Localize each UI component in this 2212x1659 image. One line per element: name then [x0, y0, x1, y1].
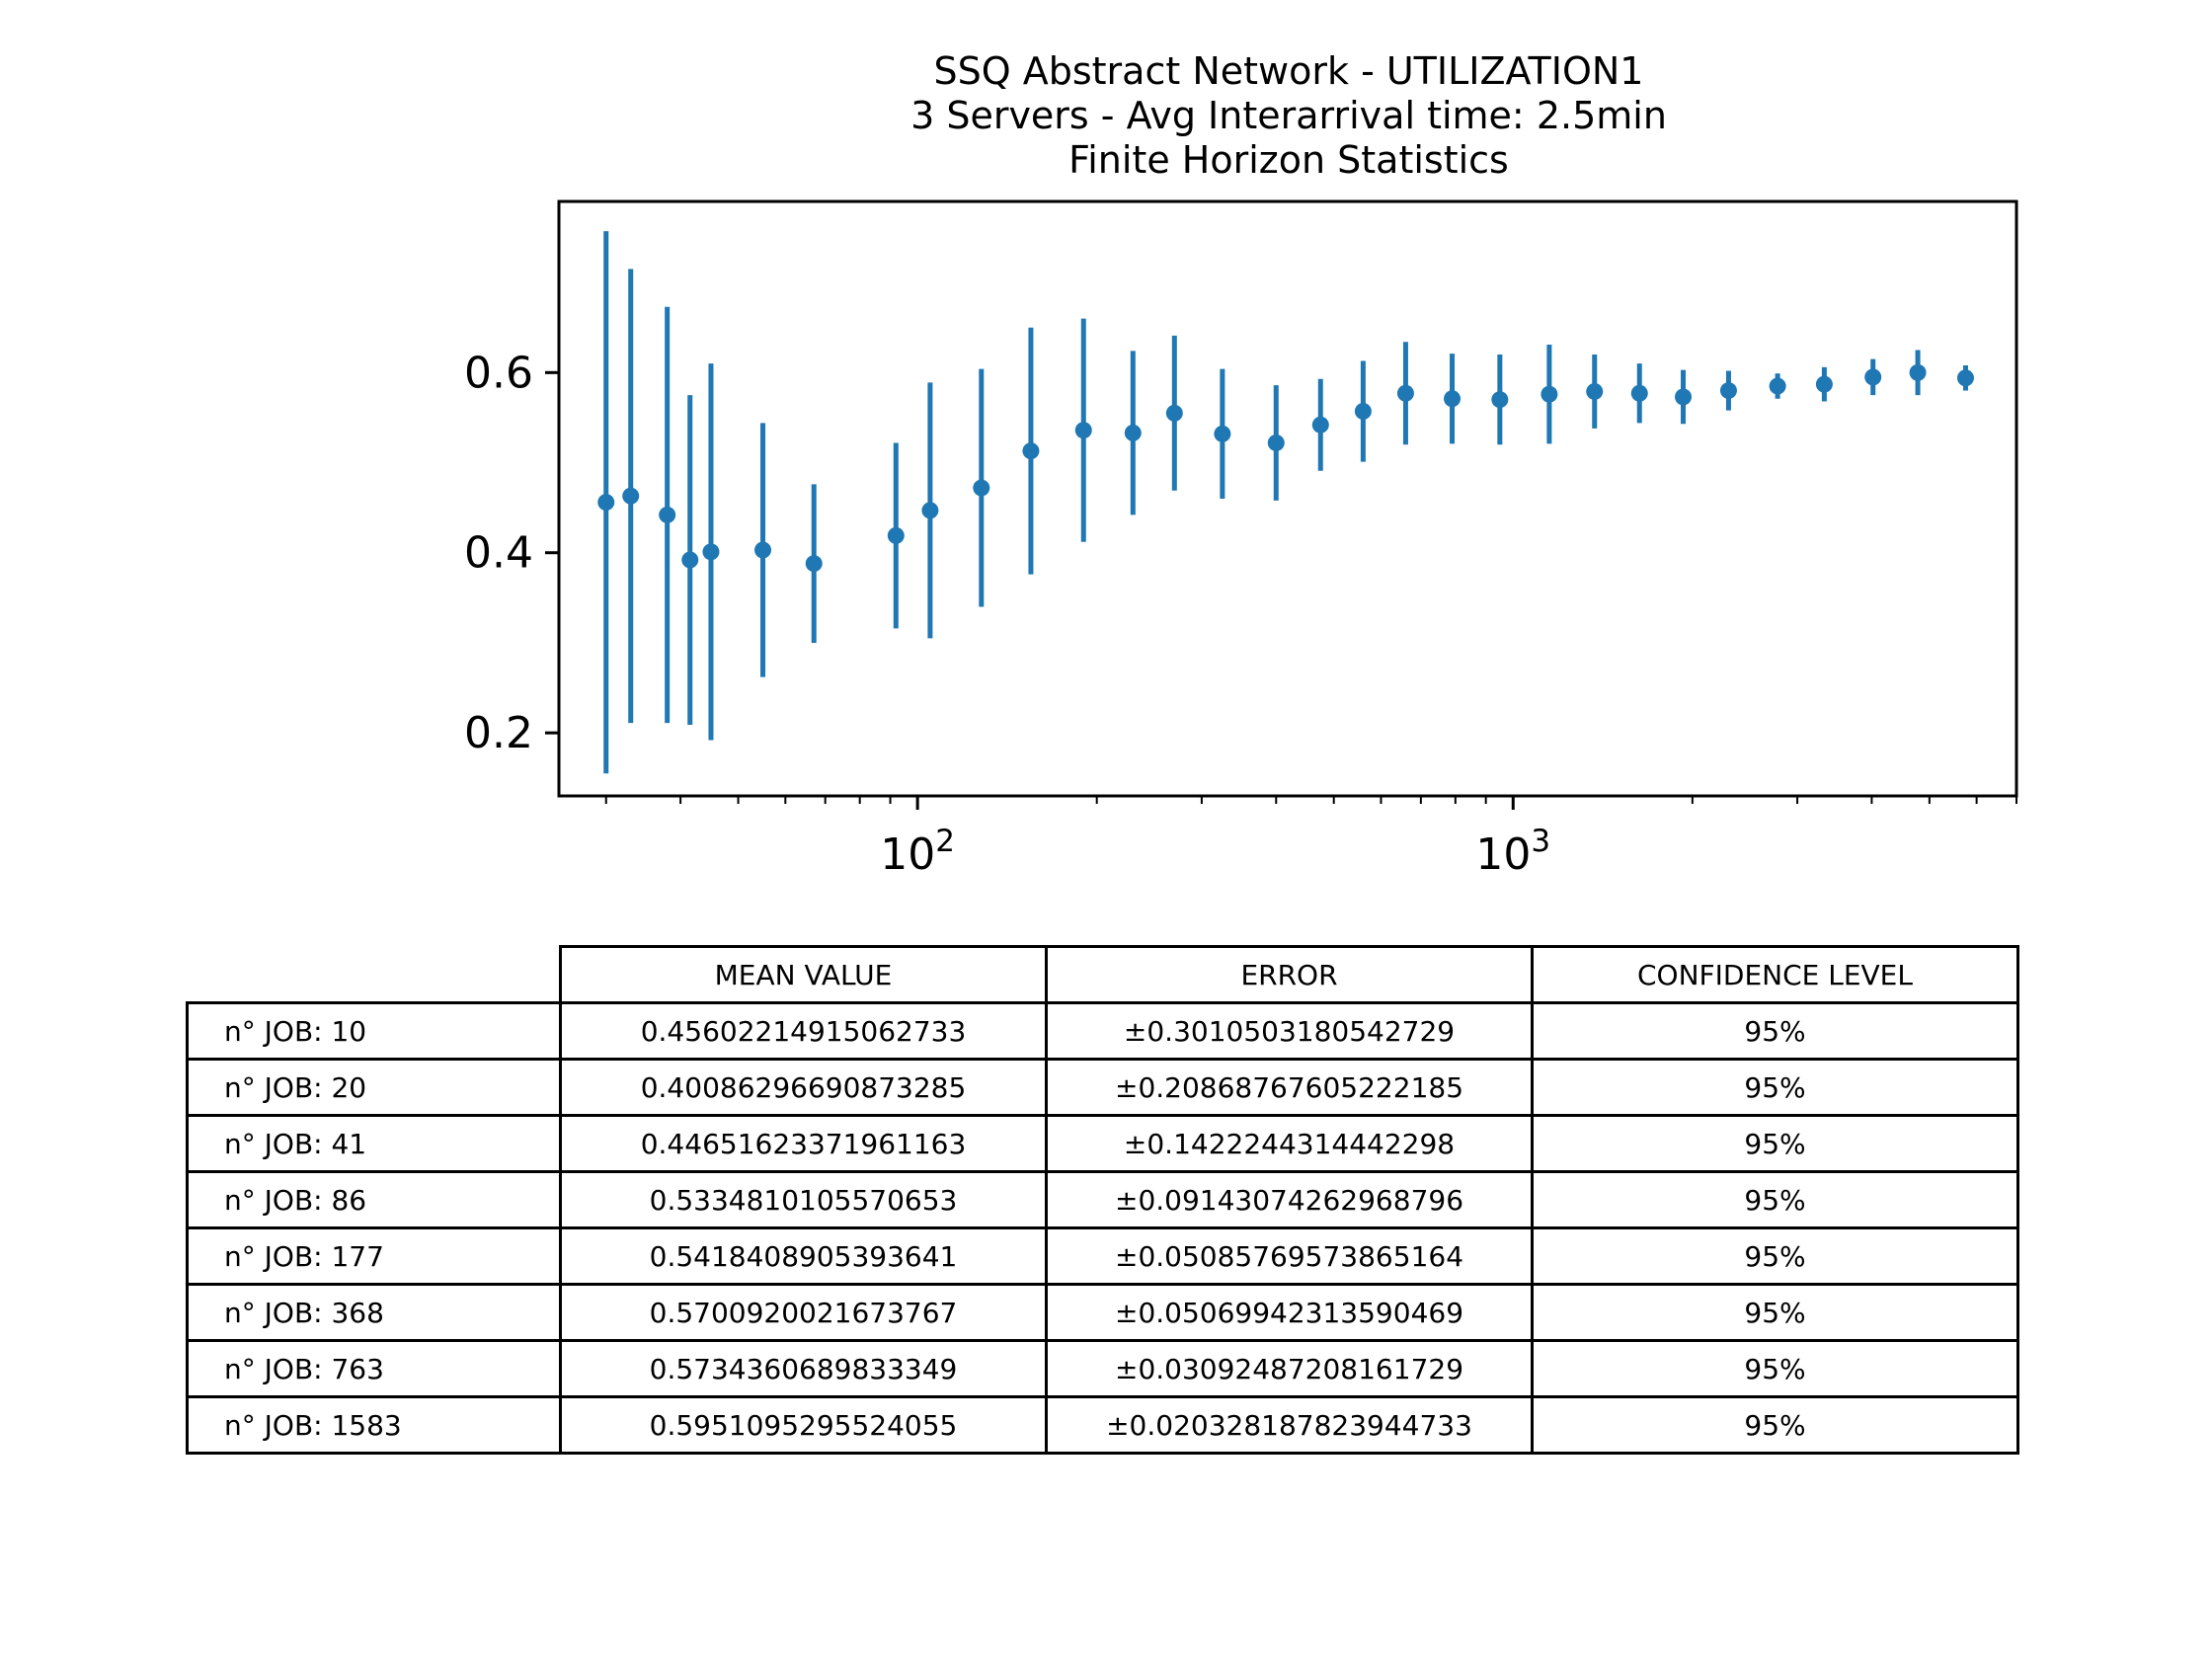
mean-value-cell: 0.5700920021673767	[559, 1283, 1048, 1342]
row-label-cell: n° JOB: 86	[186, 1170, 562, 1229]
mean-value-cell: 0.44651623371961163	[559, 1114, 1048, 1173]
data-point	[1354, 403, 1372, 421]
data-point	[702, 543, 720, 561]
data-point	[1719, 382, 1737, 400]
error-cell: ±0.3010503180542729	[1045, 1001, 1534, 1061]
data-point	[1491, 391, 1509, 409]
y-tick-label: 0.6	[464, 348, 533, 398]
data-point	[1540, 385, 1558, 403]
table-row: n° JOB: 368 0.5700920021673767 ±0.05069942…	[186, 1283, 2019, 1342]
stats-table: MEAN VALUE ERROR CONFIDENCE LEVEL n° JOB: 1…	[186, 945, 2019, 1455]
row-label-cell: n° JOB: 177	[186, 1226, 562, 1286]
row-label-cell: n° JOB: 20	[186, 1058, 562, 1117]
data-point	[1267, 434, 1285, 451]
mean-value-cell: 0.45602214915062733	[559, 1001, 1048, 1061]
x-tick-base: 10	[880, 830, 935, 880]
table-corner-cell	[187, 946, 562, 1004]
error-cell: ±0.09143074262968796	[1045, 1170, 1534, 1229]
data-point	[1311, 416, 1329, 434]
table-row: n° JOB: 10 0.45602214915062733 ±0.30105031…	[186, 1001, 2019, 1061]
error-cell: ±0.05069942313590469	[1045, 1283, 1534, 1342]
data-point	[1396, 384, 1414, 402]
error-cell: ±0.020328187823944733	[1045, 1395, 1534, 1455]
data-point	[622, 487, 640, 505]
mean-value-cell: 0.5734360689833349	[559, 1339, 1048, 1398]
chart-title: SSQ Abstract Network - UTILIZATION1 3 Se…	[558, 49, 2019, 183]
data-point	[754, 541, 772, 559]
table-row: n° JOB: 177 0.5418408905393641 ±0.05085769…	[186, 1226, 2019, 1286]
error-cell: ±0.20868767605222185	[1045, 1058, 1534, 1117]
row-label-cell: n° JOB: 763	[186, 1339, 562, 1398]
table-header-cell: MEAN VALUE	[559, 945, 1048, 1004]
x-tick-base: 10	[1475, 830, 1531, 880]
data-point	[805, 555, 823, 573]
data-point	[1165, 404, 1183, 422]
mean-value-cell: 0.5334810105570653	[559, 1170, 1048, 1229]
row-label-cell: n° JOB: 1583	[186, 1395, 562, 1455]
data-point	[1124, 424, 1142, 441]
mean-value-cell: 0.5418408905393641	[559, 1226, 1048, 1286]
data-point	[1909, 363, 1927, 381]
data-point	[1214, 425, 1231, 442]
confidence-cell: 95%	[1531, 1226, 2019, 1286]
confidence-cell: 95%	[1531, 1001, 2019, 1061]
data-point	[921, 502, 939, 519]
x-tick-label: 102	[880, 824, 955, 880]
plot-marks	[597, 231, 1974, 774]
x-tick-exponent: 2	[935, 824, 955, 859]
confidence-cell: 95%	[1531, 1395, 2019, 1455]
chart-title-line-2: 3 Servers - Avg Interarrival time: 2.5mi…	[910, 94, 1667, 137]
data-point	[887, 526, 905, 544]
chart-title-line-3: Finite Horizon Statistics	[1068, 138, 1509, 182]
error-cell: ±0.05085769573865164	[1045, 1226, 1534, 1286]
row-label-cell: n° JOB: 10	[186, 1001, 562, 1061]
mean-value-cell: 0.5951095295524055	[559, 1395, 1048, 1455]
table-header-cell: ERROR	[1045, 945, 1534, 1004]
data-point	[1022, 442, 1040, 460]
row-label-cell: n° JOB: 41	[186, 1114, 562, 1173]
table-row: n° JOB: 41 0.44651623371961163 ±0.14222443…	[186, 1114, 2019, 1173]
plot-frame	[557, 199, 2018, 798]
y-tick-label: 0.4	[464, 528, 533, 579]
table-row: n° JOB: 763 0.5734360689833349 ±0.03092487…	[186, 1339, 2019, 1398]
table-header-cell: CONFIDENCE LEVEL	[1531, 945, 2019, 1004]
x-tick-label: 103	[1475, 824, 1550, 880]
confidence-cell: 95%	[1531, 1339, 2019, 1398]
data-point	[1630, 384, 1648, 402]
data-point	[1074, 422, 1092, 439]
table-header-row: MEAN VALUE ERROR CONFIDENCE LEVEL	[187, 945, 2019, 1004]
chart-title-line-1: SSQ Abstract Network - UTILIZATION1	[933, 49, 1644, 93]
data-point	[597, 494, 615, 512]
data-point	[973, 479, 990, 497]
confidence-cell: 95%	[1531, 1058, 2019, 1117]
error-cell: ±0.03092487208161729	[1045, 1339, 1534, 1398]
row-label-cell: n° JOB: 368	[186, 1283, 562, 1342]
data-point	[1675, 388, 1693, 406]
confidence-cell: 95%	[1531, 1114, 2019, 1173]
table-row: n° JOB: 20 0.40086296690873285 ±0.20868767…	[186, 1058, 2019, 1117]
data-point	[681, 551, 699, 569]
confidence-cell: 95%	[1531, 1170, 2019, 1229]
table-row: n° JOB: 86 0.5334810105570653 ±0.091430742…	[186, 1170, 2019, 1229]
data-point	[1815, 375, 1833, 393]
mean-value-cell: 0.40086296690873285	[559, 1058, 1048, 1117]
x-tick-exponent: 3	[1531, 824, 1550, 859]
data-point	[1586, 382, 1604, 400]
data-point	[1864, 368, 1882, 386]
y-tick-label: 0.2	[464, 708, 533, 758]
data-point	[659, 506, 676, 523]
error-cell: ±0.1422244314442298	[1045, 1114, 1534, 1173]
data-point	[1956, 369, 1974, 387]
table-row: n° JOB: 1583 0.5951095295524055 ±0.0203281…	[186, 1395, 2019, 1455]
data-point	[1444, 390, 1462, 408]
data-point	[1769, 377, 1786, 395]
confidence-cell: 95%	[1531, 1283, 2019, 1342]
